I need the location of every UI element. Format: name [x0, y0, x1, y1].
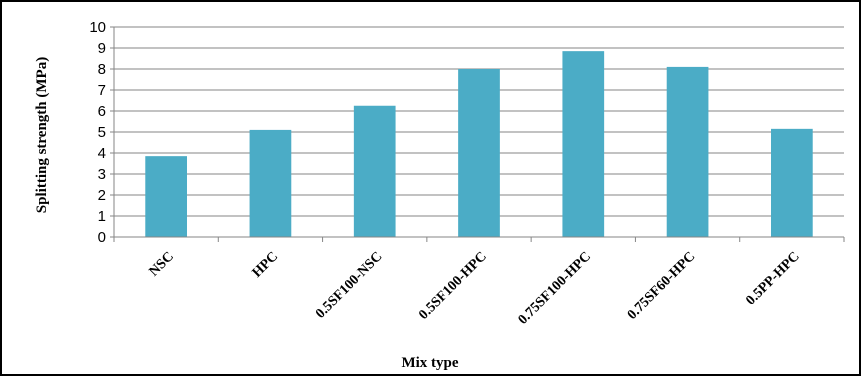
y-tick-label: 9 — [98, 40, 106, 57]
bar-0-5pp-hpc — [771, 128, 813, 237]
y-tick-label: 6 — [98, 103, 106, 120]
y-tick-labels: 0 1 2 3 4 5 6 7 8 9 10 — [89, 19, 106, 246]
bar-0-75sf100-hpc — [562, 51, 605, 238]
y-tick-label: 3 — [98, 166, 106, 183]
y-tick-label: 8 — [98, 61, 106, 78]
y-axis-title: Splitting strength (MPa) — [34, 57, 50, 213]
axes — [110, 26, 845, 242]
y-tick-label: 2 — [98, 187, 106, 204]
y-tick-label: 10 — [89, 19, 106, 36]
x-tick-label: 0.75SF100-HPC — [516, 249, 595, 328]
bar-hpc — [249, 129, 292, 237]
x-tick-labels: NSC HPC 0.5SF100-NSC 0.5SF100-HPC 0.75SF100-… — [147, 249, 803, 328]
bar-0-75sf60-hpc — [666, 66, 709, 238]
x-tick-label: 0.5SF100-HPC — [416, 249, 490, 323]
y-tick-label: 7 — [98, 82, 106, 99]
bar-0-5sf100-hpc — [458, 69, 500, 237]
bars — [145, 51, 813, 238]
bar-nsc — [145, 156, 187, 237]
y-tick-label: 0 — [98, 229, 106, 246]
y-tick-label: 5 — [98, 124, 106, 141]
x-axis-title: Mix type — [401, 355, 458, 371]
y-tick-label: 4 — [98, 145, 106, 162]
x-tick-label: 0.5SF100-NSC — [313, 249, 385, 321]
bar-0-5sf100-nsc — [353, 105, 396, 237]
y-tick-label: 1 — [98, 208, 106, 225]
x-tick-label: 0.5PP-HPC — [743, 249, 802, 308]
x-tick-label: HPC — [250, 249, 282, 281]
x-tick-label: 0.75SF60-HPC — [625, 249, 699, 323]
x-tick-label: NSC — [147, 249, 177, 279]
